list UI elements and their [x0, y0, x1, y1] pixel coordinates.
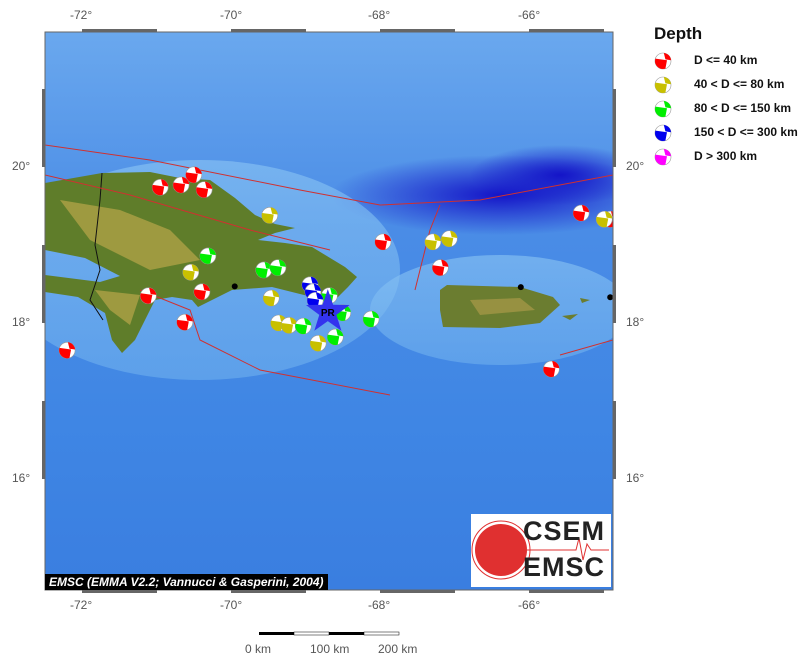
- city-marker: [231, 283, 238, 290]
- frame-band: [613, 89, 616, 167]
- lat-tick-right: 20°: [626, 159, 645, 173]
- earthquake-beachball[interactable]: [309, 334, 327, 352]
- earthquake-beachball[interactable]: [176, 313, 194, 331]
- earthquake-beachball[interactable]: [595, 210, 613, 228]
- beachball-icon: [654, 124, 672, 142]
- beachball-icon: [654, 100, 672, 118]
- globe-logo-icon: [471, 520, 609, 580]
- legend-label: D > 300 km: [694, 149, 758, 163]
- frame-band: [380, 29, 455, 32]
- lon-tick-bottom: -66°: [518, 598, 541, 612]
- lat-tick-right: 18°: [626, 315, 645, 329]
- earthquake-beachball[interactable]: [543, 360, 560, 378]
- legend-item: D > 300 km: [652, 146, 757, 166]
- lat-tick-left: 20°: [12, 159, 31, 173]
- frame-band: [82, 590, 157, 593]
- epicenter-star-icon[interactable]: [306, 289, 350, 331]
- frame-band: [42, 245, 45, 323]
- frame-band: [231, 29, 306, 32]
- earthquake-beachball[interactable]: [151, 178, 169, 196]
- beachball-icon: [654, 148, 672, 166]
- legend-label: 80 < D <= 150 km: [694, 101, 792, 115]
- earthquake-beachball[interactable]: [261, 207, 279, 224]
- beachball-icon: [654, 52, 672, 70]
- legend-label: D <= 40 km: [694, 53, 758, 67]
- earthquake-beachball[interactable]: [269, 259, 287, 276]
- emsc-logo: CSEM EMSC: [471, 514, 611, 587]
- legend-beachball[interactable]: [654, 52, 672, 70]
- earthquake-beachball[interactable]: [140, 287, 157, 305]
- earthquake-beachball[interactable]: [362, 310, 380, 328]
- map-area[interactable]: PR: [0, 32, 670, 590]
- lon-tick-top: -68°: [368, 8, 391, 22]
- legend-item: 80 < D <= 150 km: [652, 98, 791, 118]
- frame-band: [82, 29, 157, 32]
- attribution: EMSC (EMMA V2.2; Vannucci & Gasperini, 2…: [45, 574, 328, 590]
- earthquake-beachball[interactable]: [195, 181, 213, 198]
- legend-title: Depth: [654, 24, 703, 43]
- scale-label: 0 km: [245, 642, 272, 656]
- earthquake-beachball[interactable]: [424, 233, 442, 251]
- earthquake-beachball[interactable]: [182, 263, 200, 281]
- earthquake-beachball[interactable]: [440, 230, 458, 248]
- lat-tick-left: 16°: [12, 471, 31, 485]
- beachball-icon: [654, 76, 672, 94]
- frame-band: [529, 29, 604, 32]
- lat-tick-right: 16°: [626, 471, 645, 485]
- lon-tick-top: -66°: [518, 8, 541, 22]
- legend-label: 150 < D <= 300 km: [694, 125, 798, 139]
- earthquake-beachball[interactable]: [572, 204, 590, 222]
- frame-band: [42, 89, 45, 167]
- frame-band: [42, 401, 45, 479]
- lat-tick-left: 18°: [12, 315, 31, 329]
- epicenter-label: PR: [321, 308, 336, 319]
- earthquake-beachball[interactable]: [294, 317, 312, 335]
- legend-beachball[interactable]: [654, 76, 672, 94]
- scale-label: 200 km: [378, 642, 418, 656]
- frame-band: [613, 401, 616, 479]
- legend-item: 40 < D <= 80 km: [652, 74, 784, 94]
- frame-band: [380, 590, 455, 593]
- logo-csem: CSEM: [523, 516, 606, 546]
- lon-tick-bottom: -70°: [220, 598, 243, 612]
- earthquake-beachball[interactable]: [326, 328, 344, 346]
- legend-beachball[interactable]: [654, 100, 672, 118]
- scale-bar: [259, 631, 400, 636]
- earthquake-beachball[interactable]: [374, 233, 392, 251]
- legend-item: 150 < D <= 300 km: [652, 122, 798, 142]
- earthquake-beachball[interactable]: [193, 283, 211, 301]
- lon-tick-top: -70°: [220, 8, 243, 22]
- city-marker: [607, 294, 613, 301]
- legend-beachball[interactable]: [654, 148, 672, 166]
- earthquake-beachball[interactable]: [172, 176, 190, 194]
- logo-emsc: EMSC: [523, 552, 606, 582]
- lon-tick-bottom: -68°: [368, 598, 391, 612]
- legend-label: 40 < D <= 80 km: [694, 77, 785, 91]
- scale-label: 100 km: [310, 642, 350, 656]
- frame-band: [613, 245, 616, 323]
- earthquake-beachball[interactable]: [432, 259, 449, 276]
- earthquake-beachball[interactable]: [185, 166, 203, 184]
- frame-band: [231, 590, 306, 593]
- fault-lines: [45, 144, 613, 396]
- earthquake-beachball[interactable]: [280, 317, 298, 334]
- legend-beachball[interactable]: [654, 124, 672, 142]
- lon-tick-bottom: -72°: [70, 598, 93, 612]
- earthquake-beachball[interactable]: [262, 289, 280, 307]
- legend-item: D <= 40 km: [652, 50, 757, 70]
- city-marker: [517, 284, 524, 291]
- earthquake-beachball[interactable]: [199, 247, 217, 265]
- earthquake-beachball[interactable]: [58, 341, 76, 359]
- lon-tick-top: -72°: [70, 8, 93, 22]
- frame-band: [529, 590, 604, 593]
- earthquake-beachball[interactable]: [255, 261, 273, 279]
